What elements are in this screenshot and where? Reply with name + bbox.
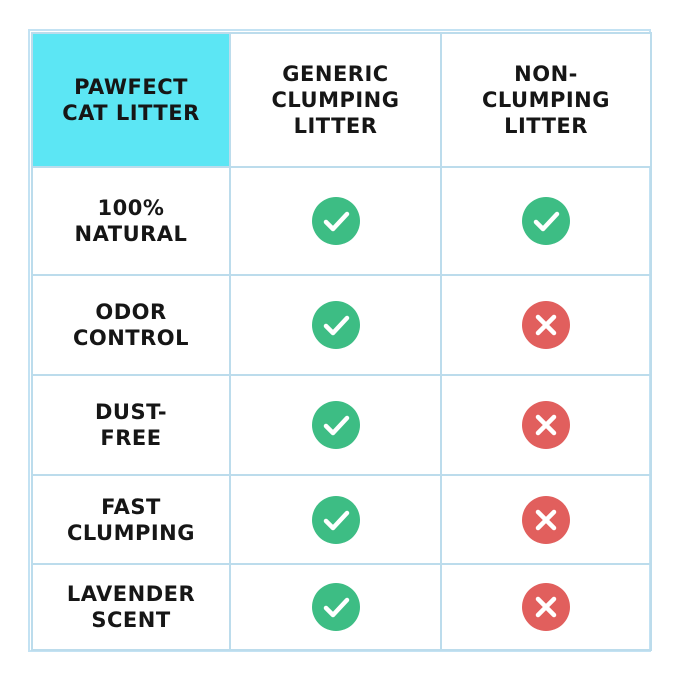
table-row: FAST CLUMPING	[31, 474, 652, 565]
feature-label: DUST- FREE	[31, 374, 231, 476]
cross-icon	[522, 401, 570, 449]
generic-cell	[229, 274, 442, 376]
check-icon	[311, 401, 360, 449]
check-icon	[311, 197, 360, 245]
header-pawfect: PAWFECT CAT LITTER	[31, 32, 231, 168]
header-generic-clumping: GENERIC CLUMPING LITTER	[229, 32, 442, 168]
cross-icon	[522, 495, 570, 544]
non-clumping-cell	[440, 274, 652, 376]
non-clumping-cell	[440, 374, 652, 476]
comparison-table: PAWFECT CAT LITTER GENERIC CLUMPING LITT…	[31, 32, 652, 651]
table-row: LAVENDER SCENT	[31, 563, 652, 651]
generic-cell	[229, 374, 442, 476]
non-clumping-cell	[440, 474, 652, 565]
header-row: PAWFECT CAT LITTER GENERIC CLUMPING LITT…	[31, 32, 652, 168]
check-icon	[311, 301, 360, 349]
feature-label: ODOR CONTROL	[31, 274, 231, 376]
table-row: 100% NATURAL	[31, 166, 652, 276]
cross-icon	[522, 583, 570, 631]
feature-label: 100% NATURAL	[31, 166, 231, 276]
generic-cell	[229, 563, 442, 651]
check-icon	[522, 197, 570, 245]
table-row: ODOR CONTROL	[31, 274, 652, 376]
non-clumping-cell	[440, 563, 652, 651]
cross-icon	[522, 301, 570, 349]
feature-label: FAST CLUMPING	[31, 474, 231, 565]
table-row: DUST- FREE	[31, 374, 652, 476]
check-icon	[311, 583, 360, 631]
generic-cell	[229, 474, 442, 565]
non-clumping-cell	[440, 166, 652, 276]
check-icon	[311, 495, 360, 544]
header-non-clumping: NON- CLUMPING LITTER	[440, 32, 652, 168]
feature-label: LAVENDER SCENT	[31, 563, 231, 651]
generic-cell	[229, 166, 442, 276]
